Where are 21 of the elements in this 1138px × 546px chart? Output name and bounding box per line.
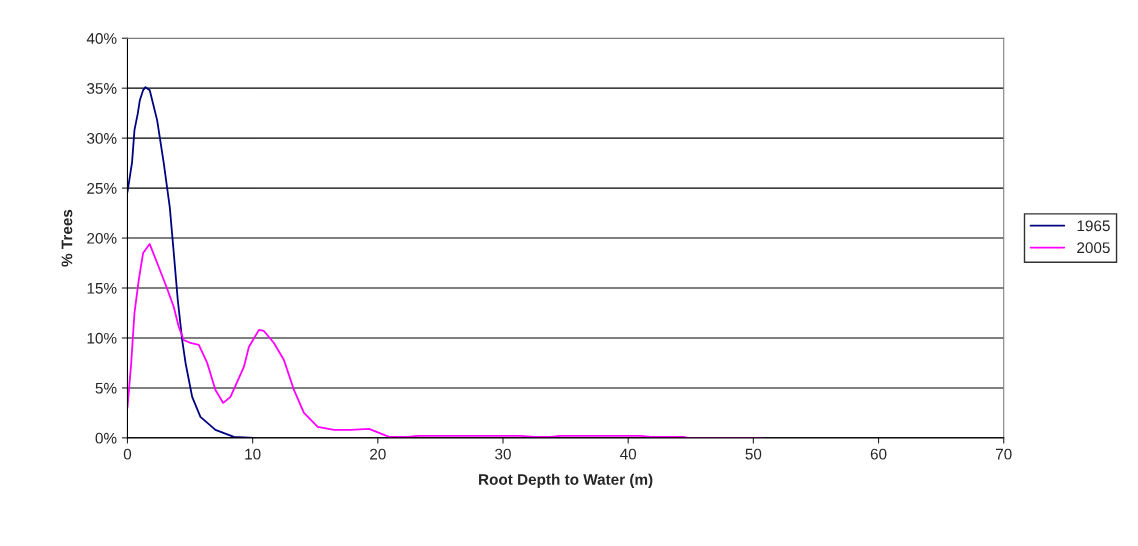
x-tick-label: 30: [495, 448, 511, 460]
x-tick-label: 50: [745, 448, 762, 460]
y-tick-label: 5%: [95, 382, 117, 394]
x-tick-label: 0: [123, 448, 132, 460]
y-tick-label: 40%: [86, 33, 117, 44]
x-axis-title: Root Depth to Water (m): [479, 473, 653, 488]
y-tick-label: 25%: [87, 182, 117, 194]
x-tick-label: 70: [996, 448, 1012, 460]
y-tick-label: 15%: [87, 282, 117, 294]
legend-label: 1965: [1077, 220, 1110, 232]
y-tick-label: 30%: [87, 133, 117, 144]
y-tick-label: 20%: [87, 232, 117, 244]
x-tick-label: 40: [620, 448, 637, 460]
x-tick-label: 20: [370, 448, 386, 460]
y-tick-label: 10%: [87, 332, 117, 344]
y-tick-label: 35%: [87, 83, 117, 94]
x-tick-label: 10: [245, 448, 261, 460]
y-axis-title: % Trees: [61, 209, 73, 267]
y-tick-label: 0%: [95, 432, 117, 444]
x-tick-label: 60: [870, 448, 887, 460]
legend-label: 2005: [1077, 242, 1110, 254]
